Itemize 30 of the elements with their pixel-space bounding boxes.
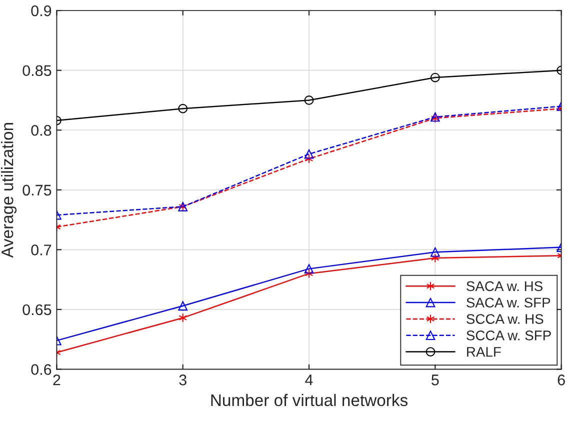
x-tick-label: 5 <box>432 374 439 386</box>
legend-label: SACA w. SFP <box>466 298 550 308</box>
x-tick-label: 4 <box>305 374 313 386</box>
point <box>304 149 314 159</box>
legend-label: SCCA w. SFP <box>466 330 551 340</box>
y-tick-label: 0.6 <box>31 364 52 375</box>
y-tick-label: 0.65 <box>22 304 52 316</box>
x-tick-label: 2 <box>53 374 60 386</box>
point <box>178 313 187 323</box>
legend-label: RALF <box>467 347 501 357</box>
point <box>178 104 188 114</box>
legend-label: SCCA w. HS <box>466 314 544 324</box>
x-tick-label: 6 <box>558 374 565 386</box>
point <box>304 264 314 274</box>
y-tick-label: 0.75 <box>22 184 52 196</box>
point <box>304 154 314 164</box>
x-axis-title: Number of virtual networks <box>211 394 408 406</box>
y-axis-title: Average utilization <box>1 123 17 258</box>
point <box>430 72 440 82</box>
y-tick-label: 0.9 <box>31 5 52 16</box>
legend-label: SACA w. HS <box>466 281 542 292</box>
point <box>431 253 440 263</box>
point <box>430 247 440 257</box>
x-tick-label: 3 <box>179 374 186 386</box>
y-tick-label: 0.85 <box>22 65 52 76</box>
point <box>304 96 314 105</box>
y-tick-label: 0.7 <box>31 244 52 256</box>
point <box>304 268 314 278</box>
y-tick-label: 0.8 <box>31 124 52 136</box>
point <box>178 301 188 311</box>
